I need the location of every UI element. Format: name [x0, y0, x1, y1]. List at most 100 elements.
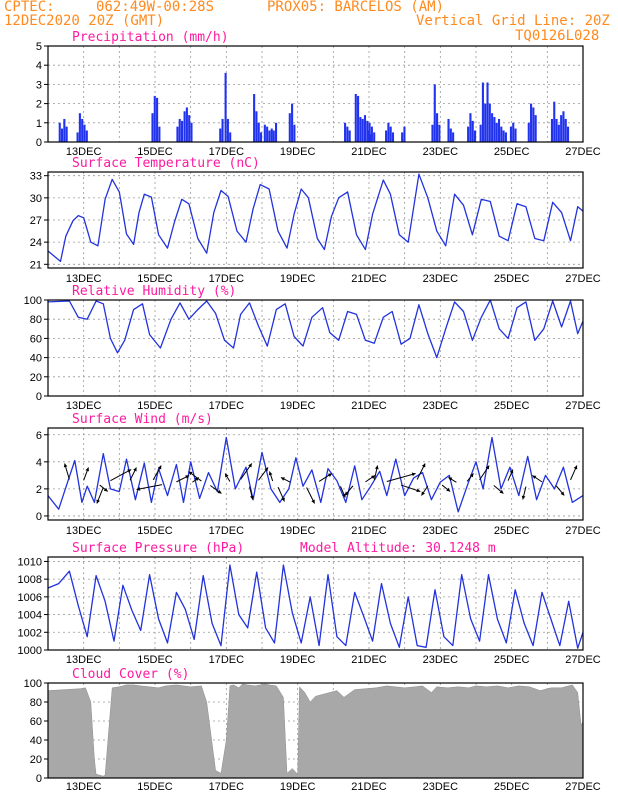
precip-bar [176, 126, 179, 142]
data-point [224, 339, 225, 341]
data-point [188, 318, 190, 320]
precip-bar [367, 130, 370, 142]
data-point [436, 230, 438, 232]
precip-bar [481, 82, 484, 142]
precip-bar [253, 94, 256, 142]
wind-vector-head [521, 495, 526, 500]
panel-title: Cloud Cover (%) [72, 667, 189, 682]
data-point [90, 241, 92, 243]
data-point [240, 314, 242, 315]
data-point [124, 339, 126, 341]
x-tick-label: 23DEC [423, 654, 459, 666]
data-point [151, 196, 152, 198]
precip-bar [348, 130, 351, 142]
precip-bar [270, 128, 273, 142]
data-point [365, 339, 366, 341]
precip-bar [447, 118, 450, 142]
wind-vector-head [416, 488, 421, 493]
wind-vector [136, 484, 163, 490]
x-tick-label: 15DEC [137, 400, 173, 412]
data-point [93, 502, 95, 503]
data-point [466, 485, 468, 487]
precip-bar [346, 126, 349, 142]
data-point [58, 583, 60, 584]
header-code: TQ0126L028 [515, 28, 600, 44]
y-tick-label: 27 [30, 215, 42, 227]
header-coords: 062:49W-00:28S [96, 0, 215, 15]
data-point [167, 642, 168, 644]
y-tick-label: 1008 [18, 574, 42, 586]
data-point [110, 488, 111, 490]
precip-bar [76, 132, 79, 142]
precip-bar [229, 132, 232, 142]
data-point [398, 646, 400, 648]
wind-vector-head [371, 475, 376, 480]
data-point [516, 203, 518, 205]
data-point [422, 472, 423, 474]
y-tick-label: 2 [36, 484, 42, 496]
data-point [245, 241, 247, 243]
data-point [443, 636, 445, 638]
y-tick-label: 4 [36, 457, 42, 469]
data-point [236, 230, 238, 232]
precip-bar [83, 124, 86, 142]
wind-vector-head [374, 465, 379, 470]
panel-4: 0 2 4 6 13DEC 15DEC 17DEC 19DEC 21DEC 23DEC 25DEC 2… [36, 412, 601, 537]
data-point [83, 217, 85, 219]
x-tick-label: 17DEC [209, 654, 245, 666]
data-point [258, 325, 259, 327]
precip-bar [81, 118, 84, 142]
data-point [500, 488, 502, 490]
data-point [170, 318, 172, 320]
data-point [65, 235, 67, 237]
precip-bar [293, 124, 296, 142]
data-point [382, 316, 384, 318]
y-tick-label: 33 [30, 171, 42, 183]
wind-vector-head [85, 467, 90, 472]
data-point [74, 460, 76, 461]
data-point [158, 468, 159, 469]
series-line [47, 299, 584, 359]
data-point [174, 221, 176, 222]
data-point [225, 437, 227, 438]
y-tick-label: 5 [36, 41, 42, 53]
precip-bar [268, 130, 271, 142]
x-tick-label: 27DEC [565, 146, 601, 158]
precip-bar [255, 111, 258, 142]
data-point [149, 334, 151, 335]
data-point [516, 307, 518, 309]
data-point [69, 570, 70, 572]
panel-6: 0 20 40 60 80 100 13DEC 15DEC 17DEC 19DEC 21DEC 23D… [24, 667, 601, 793]
data-point [293, 336, 295, 337]
y-tick-label: 1010 [18, 556, 42, 568]
precip-bar [183, 111, 186, 142]
data-point [472, 234, 473, 236]
y-tick-label: 40 [30, 353, 42, 365]
x-tick-label: 13DEC [66, 273, 102, 285]
data-point [142, 303, 143, 305]
wind-vector-head [133, 467, 137, 472]
data-point [60, 260, 61, 262]
precip-bar [469, 113, 472, 142]
precip-bar [181, 120, 184, 142]
wind-vector-head [281, 497, 285, 502]
data-point [307, 197, 309, 199]
data-point [568, 600, 570, 602]
data-point [67, 481, 69, 483]
data-point [318, 645, 320, 646]
precip-bar [219, 128, 222, 142]
cloud-cover-area [47, 683, 584, 779]
x-tick-label: 23DEC [423, 525, 459, 537]
panel-frame [47, 682, 584, 779]
precip-bar [259, 132, 263, 142]
precip-bar [387, 122, 390, 142]
x-tick-label: 19DEC [280, 525, 316, 537]
data-point [167, 495, 168, 497]
x-tick-label: 19DEC [280, 654, 316, 666]
panel-title: Surface Pressure (hPa) [72, 541, 244, 556]
wind-vector-head [446, 487, 451, 492]
precip-bar [436, 113, 439, 142]
panel-frame [47, 299, 584, 397]
data-point [311, 316, 313, 318]
data-point [365, 249, 366, 250]
